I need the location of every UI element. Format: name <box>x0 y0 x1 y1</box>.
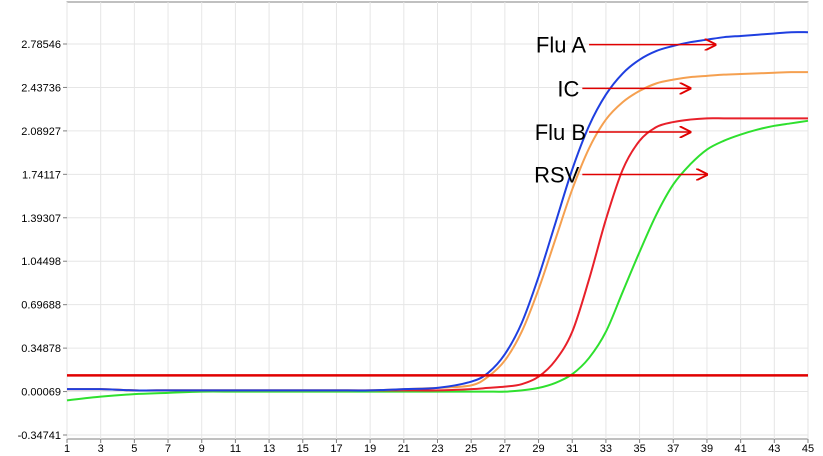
x-tick-label: 43 <box>768 443 780 455</box>
x-tick-label: 23 <box>431 443 443 455</box>
x-tick-label: 27 <box>499 443 511 455</box>
y-tick-label: 1.39307 <box>21 213 61 225</box>
x-tick-label: 15 <box>297 443 309 455</box>
x-tick-label: 31 <box>566 443 578 455</box>
x-tick-label: 3 <box>98 443 104 455</box>
annotation-label-flu-a: Flu A <box>536 33 586 58</box>
x-tick-label: 17 <box>330 443 342 455</box>
y-tick-label: 0.00069 <box>21 387 61 399</box>
x-tick-label: 37 <box>667 443 679 455</box>
x-tick-label: 21 <box>398 443 410 455</box>
x-tick-label: 5 <box>131 443 137 455</box>
x-axis-ticks: 1 3 5 7 9 11 13 15 17 19 21 23 25 27 29 31 33 35 37 39 41 43 4… <box>64 439 814 455</box>
annotations-group: Flu A IC Flu B RSV <box>534 33 715 187</box>
y-axis-ticks: 2.78546 2.43736 2.08927 1.74117 1.39307 1.044… <box>18 39 67 442</box>
x-tick-label: 25 <box>465 443 477 455</box>
x-tick-label: 45 <box>802 443 814 455</box>
x-tick-label: 39 <box>701 443 713 455</box>
x-tick-label: 11 <box>230 443 241 455</box>
y-tick-label: -0.34741 <box>18 430 61 442</box>
x-tick-label: 13 <box>263 443 275 455</box>
y-tick-label: 2.43736 <box>21 82 61 94</box>
x-tick-label: 19 <box>364 443 376 455</box>
annotation-label-flu-b: Flu B <box>535 120 586 145</box>
x-tick-label: 41 <box>735 443 747 455</box>
annotation-label-ic: IC <box>557 76 579 101</box>
y-tick-label: 1.04498 <box>21 256 61 268</box>
x-tick-label: 35 <box>633 443 645 455</box>
x-tick-label: 33 <box>600 443 612 455</box>
x-tick-label: 7 <box>165 443 171 455</box>
y-tick-label: 1.74117 <box>22 169 61 181</box>
y-tick-label: 2.78546 <box>21 39 61 51</box>
annotation-label-rsv: RSV <box>534 162 580 187</box>
series-line-rsv <box>66 119 809 402</box>
y-tick-label: 2.08927 <box>21 126 61 138</box>
y-tick-label: 0.69688 <box>21 300 61 312</box>
x-tick-label: 9 <box>199 443 205 455</box>
x-tick-label: 29 <box>532 443 544 455</box>
y-tick-label: 0.34878 <box>21 343 61 355</box>
x-tick-label: 1 <box>64 443 70 455</box>
series-line-flu-a <box>66 31 809 392</box>
